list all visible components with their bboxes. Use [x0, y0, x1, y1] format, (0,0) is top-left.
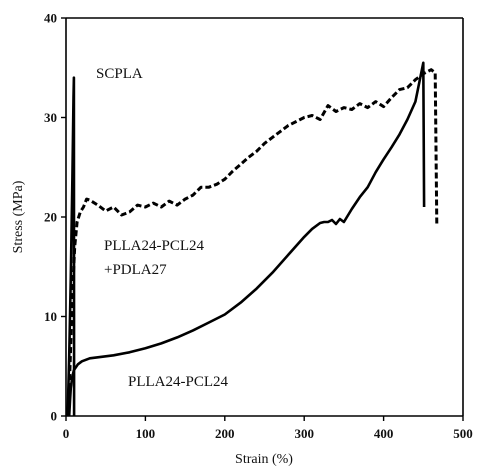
x-tick-label: 300: [294, 426, 314, 441]
x-tick-label: 500: [453, 426, 473, 441]
x-tick-label: 0: [63, 426, 70, 441]
series-layer: [66, 61, 439, 417]
y-axis-label: Stress (MPa): [11, 180, 26, 253]
y-tick-label: 40: [44, 11, 57, 26]
y-tick-label: 20: [44, 210, 57, 225]
series-line-plla24-pcl24: [67, 61, 426, 417]
annotation-blend-line1: PLLA24-PCL24: [104, 238, 205, 254]
annotation-blend-line2: +PDLA27: [104, 262, 167, 278]
tick-layer: 0 100 200 300 400 500 0 10 20 30 40: [44, 11, 473, 442]
x-tick-label: 400: [374, 426, 394, 441]
x-axis-label: Strain (%): [235, 452, 293, 467]
annotation-scpla: SCPLA: [96, 66, 143, 82]
x-tick-label: 100: [136, 426, 156, 441]
y-tick-label: 30: [44, 110, 57, 125]
annotation-plla-pcl: PLLA24-PCL24: [128, 374, 229, 390]
y-tick-label: 10: [44, 309, 57, 324]
y-tick-label: 0: [51, 409, 58, 424]
axes: [65, 17, 464, 417]
x-tick-label: 200: [215, 426, 235, 441]
series-line-plla24-pcl24-pdla27: [66, 68, 439, 417]
